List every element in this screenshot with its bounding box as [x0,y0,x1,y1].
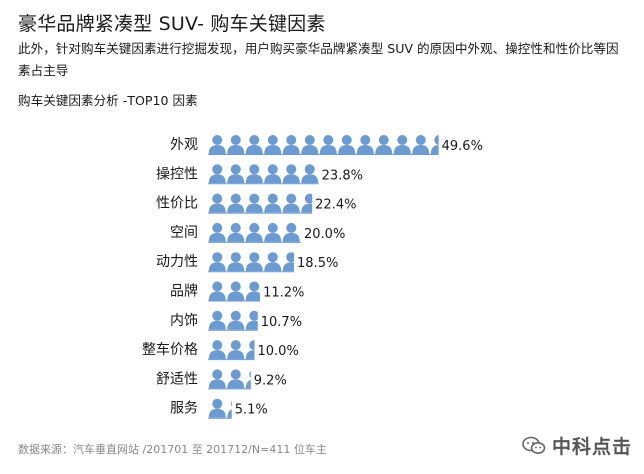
category-label: 外观 [170,137,198,153]
person-icon [227,135,245,154]
brand-logo: 中科点击 [522,432,632,459]
chart-description: 此外，针对购车关键因素进行挖掘发现，用户购买豪华品牌紧凑型 SUV 的原因中外观… [18,41,619,78]
pictograph-bar [208,340,255,360]
person-icon [282,135,300,154]
person-icon [301,135,319,154]
person-icon [208,252,226,272]
person-icon [227,164,245,184]
person-icon [227,369,245,389]
person-icon [245,135,263,154]
person-icon [282,252,295,272]
pictograph-bar [208,193,313,213]
person-icon [208,135,226,154]
person-icon [208,310,226,330]
wechat-icon [522,436,546,454]
person-icon [264,222,282,242]
person-icon [282,193,300,213]
person-icon [208,369,226,389]
person-icon [264,193,282,213]
pictograph-bar [208,222,300,242]
person-icon [375,135,393,154]
value-label: 5.1% [235,403,268,418]
category-label: 操控性 [156,166,198,182]
person-icon [245,370,251,389]
person-icon [208,281,226,301]
value-label: 11.2% [263,286,304,301]
category-label: 动力性 [156,254,198,270]
pictograph-bar [208,310,258,330]
pictograph-bar [208,281,261,301]
pictograph-bar [208,164,319,184]
person-icon [208,398,226,418]
person-icon [245,310,258,330]
person-icon [338,135,356,154]
data-source-note: 数据来源：汽车垂直网站 /201701 至 201712/N=411 位车主 [18,443,327,456]
value-label: 10.0% [258,344,299,359]
person-icon [245,281,261,301]
person-icon [227,252,245,272]
person-icon [264,252,282,272]
person-icon [301,193,313,213]
value-label: 23.8% [322,168,363,183]
chart-subtitle: 购车关键因素分析 -TOP10 因素 [18,93,198,108]
person-icon [245,222,263,242]
person-icon [208,164,226,184]
category-label: 性价比 [156,196,198,212]
person-icon [319,135,337,154]
category-label: 品牌 [170,283,198,300]
pictograph-chart: 外观 49.6% 操控性 23.8% 性价比 22.4% 空间 20.0% 动力性 18.5% 品牌… [142,135,483,419]
value-label: 10.7% [261,315,302,330]
pictograph-bar [208,252,295,272]
person-icon [208,193,226,213]
person-icon [282,164,300,184]
person-icon [208,340,226,360]
person-icon [282,222,300,242]
logo-text: 中科点击 [551,436,632,458]
person-icon [227,340,245,360]
pictograph-bar [208,369,251,389]
person-icon [430,135,439,154]
person-icon [393,135,411,154]
person-icon [227,310,245,330]
person-icon [245,252,263,272]
category-label: 舒适性 [156,371,198,387]
person-icon [245,340,255,360]
person-icon [356,135,374,154]
chart-title: 豪华品牌紧凑型 SUV- 购车关键因素 [18,13,326,35]
value-label: 22.4% [315,198,356,213]
category-label: 整车价格 [142,341,198,358]
person-icon [264,135,282,154]
person-icon [227,281,245,301]
person-icon [227,400,232,418]
person-icon [301,164,319,184]
category-label: 服务 [170,401,198,417]
category-label: 空间 [170,225,198,241]
pictograph-bar [208,398,232,418]
person-icon [264,164,282,184]
value-label: 20.0% [304,227,345,242]
value-label: 18.5% [297,256,338,271]
person-icon [208,222,226,242]
person-icon [227,222,245,242]
category-label: 内饰 [170,313,198,329]
value-label: 9.2% [254,373,287,388]
value-label: 49.6% [442,139,483,154]
person-icon [245,193,263,213]
pictograph-bar [208,135,439,154]
person-icon [227,193,245,213]
person-icon [245,164,263,184]
person-icon [412,135,430,154]
